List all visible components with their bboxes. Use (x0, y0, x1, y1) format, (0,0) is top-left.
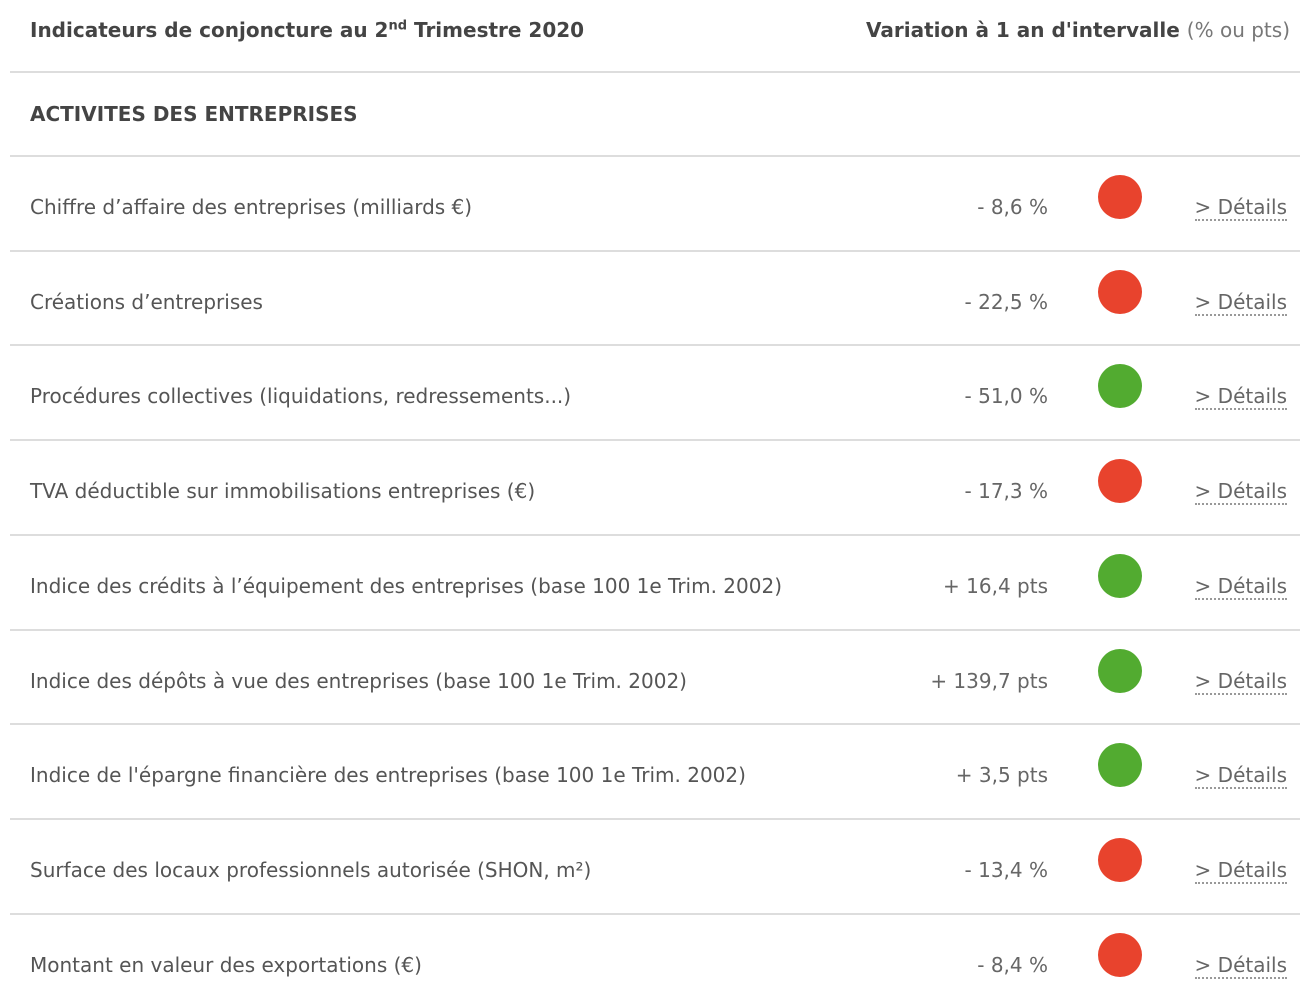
rule (10, 344, 1300, 347)
rule (10, 628, 1300, 631)
rule (10, 912, 1300, 915)
details-link[interactable]: > Détails (1194, 668, 1287, 695)
row-value: - 8,4 % (977, 952, 1048, 977)
rule (10, 249, 1300, 252)
title-part: Indicateurs de conjoncture au 2 (30, 18, 389, 42)
row-value: + 3,5 pts (955, 763, 1048, 788)
row-value: - 22,5 % (964, 289, 1048, 314)
row-label: TVA déductible sur immobilisations entre… (30, 479, 536, 504)
rule (10, 71, 1300, 73)
variation-header: Variation à 1 an d'intervalle (% ou pts) (866, 18, 1290, 42)
row-value: - 17,3 % (964, 479, 1048, 504)
status-dot (1098, 269, 1142, 314)
status-dot (1098, 553, 1142, 598)
row-label: Procédures collectives (liquidations, re… (30, 384, 572, 409)
details-link[interactable]: > Détails (1194, 384, 1287, 411)
details-link[interactable]: > Détails (1194, 573, 1287, 600)
rule (10, 817, 1300, 820)
details-link[interactable]: > Détails (1194, 479, 1287, 506)
section-title: ACTIVITES DES ENTREPRISES (30, 102, 358, 126)
details-link[interactable]: > Détails (1194, 289, 1287, 316)
details-link[interactable]: > Détails (1194, 857, 1287, 884)
status-dot (1098, 175, 1142, 219)
row-label: Montant en valeur des exportations (€) (30, 952, 422, 977)
title-sup: nd (388, 18, 408, 34)
status-dot (1098, 459, 1142, 504)
details-link[interactable]: > Détails (1194, 763, 1287, 790)
status-dot (1098, 932, 1142, 977)
variation-unit: (% ou pts) (1186, 18, 1290, 42)
row-label: Indice des dépôts à vue des entreprises … (30, 668, 687, 693)
row-value: + 16,4 pts (943, 573, 1048, 598)
rule (10, 439, 1300, 442)
row-label: Créations d’entreprises (30, 289, 263, 314)
row-value: + 139,7 pts (930, 668, 1048, 693)
variation-label: Variation à 1 an d'intervalle (866, 18, 1180, 42)
rule (10, 155, 1300, 157)
row-label: Surface des locaux professionnels autori… (30, 857, 592, 882)
row-label: Indice de l'épargne financière des entre… (30, 763, 746, 788)
row-label: Chiffre d’affaire des entreprises (milli… (30, 195, 473, 219)
rule (10, 723, 1300, 726)
row-value: - 8,6 % (977, 195, 1048, 219)
rule (10, 533, 1300, 536)
details-link[interactable]: > Détails (1194, 952, 1287, 979)
row-value: - 13,4 % (964, 857, 1048, 882)
row-label: Indice des crédits à l’équipement des en… (30, 573, 783, 598)
details-link[interactable]: > Détails (1194, 195, 1287, 221)
page-title: Indicateurs de conjoncture au 2nd Trimes… (30, 18, 584, 42)
status-dot (1098, 837, 1142, 882)
status-dot (1098, 743, 1142, 788)
title-part: Trimestre 2020 (407, 18, 585, 42)
status-dot (1098, 364, 1142, 409)
row-value: - 51,0 % (964, 384, 1048, 409)
status-dot (1098, 648, 1142, 693)
